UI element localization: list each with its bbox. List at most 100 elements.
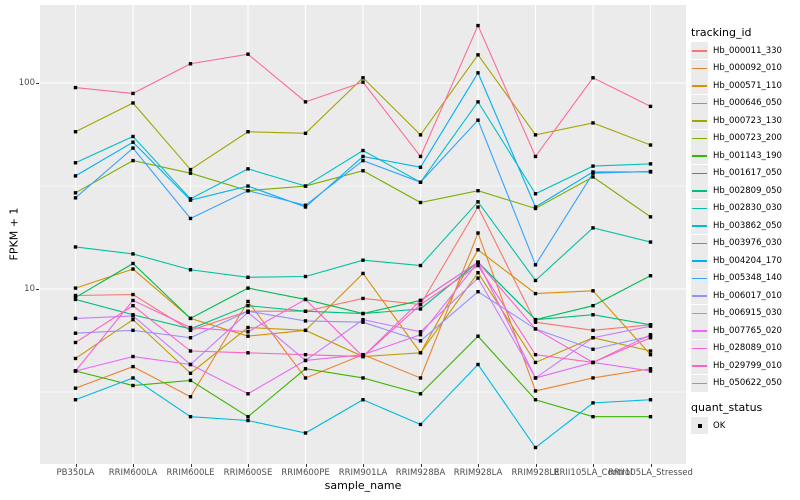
data-point-marker [476,290,480,294]
x-tick-label: PB350LA [56,468,95,478]
legend-item-Hb_001143_190: Hb_001143_190 [691,147,799,165]
data-point-marker [533,389,538,393]
legend-item-label: Hb_000646_050 [713,98,782,109]
data-point-marker [648,324,653,328]
data-point-marker [418,154,423,159]
legend-item-label: Hb_006915_030 [713,308,782,319]
x-tick-label: RRIM600PE [281,468,330,478]
legend-item-label: Hb_000723_130 [713,115,782,126]
data-point-marker [361,76,365,80]
data-point-marker [73,293,78,298]
y-tick-label: 100 [18,78,35,88]
legend-item-Hb_050622_050: Hb_050622_050 [691,374,799,393]
data-point-marker [131,252,135,256]
data-point-marker [533,445,538,450]
data-point-marker [361,376,365,380]
legend-line-icon [692,312,707,314]
x-tick-label: RRIM600LA [108,468,158,478]
data-point-marker [131,354,135,359]
data-point-marker [533,398,538,402]
x-tick-mark [363,464,364,467]
data-point-marker [476,71,480,75]
data-point-marker [303,367,308,371]
data-point-marker [188,216,193,221]
data-point-marker [73,398,78,402]
data-point-marker [246,184,250,188]
legend-item-Hb_003976_030: Hb_003976_030 [691,234,799,253]
legend-items-tracking-id: Hb_000011_330 Hb_000092_010 Hb_000571_110 H… [691,42,799,392]
data-point-marker [361,154,365,159]
legend-item-label: Hb_003976_030 [713,238,782,249]
data-point-marker [188,198,193,202]
x-tick-label: RRIM600SE [223,468,273,478]
data-point-marker [418,333,423,337]
legend-title-tracking-id: tracking_id [691,26,752,39]
data-point-marker [591,360,595,365]
data-point-marker [476,334,480,338]
data-point-marker [73,286,78,290]
legend-item-Hb_000723_130: Hb_000723_130 [691,112,799,130]
data-point-marker [648,274,653,278]
data-point-marker [361,271,365,276]
data-point-marker [418,307,423,311]
legend-item-label: Hb_005348_140 [713,273,782,284]
data-point-marker [188,395,193,399]
data-point-marker [303,309,308,313]
data-point-marker [418,302,423,307]
legend-key-swatch [691,339,708,357]
legend-line-icon [692,120,707,122]
data-point-marker [131,158,135,163]
data-point-marker [418,392,423,396]
data-point-marker [131,317,135,322]
data-point-marker [246,330,250,334]
data-point-marker [591,121,595,125]
data-point-marker [303,184,308,188]
data-point-marker [131,383,135,388]
data-point-marker [246,189,250,193]
data-point-marker [648,104,653,109]
data-point-marker [246,325,250,330]
legend-line-icon [692,347,707,349]
data-point-marker [591,226,595,230]
data-point-marker [73,297,78,302]
data-point-marker [303,319,308,323]
legend-item-label: Hb_002809_050 [713,185,782,196]
data-point-marker [246,334,250,338]
plot-canvas [40,5,686,464]
x-tick-label: RRIM928LA [453,468,503,478]
data-point-marker [188,268,193,272]
data-point-marker [131,303,135,308]
data-point-marker [361,354,365,359]
data-point-marker [418,376,423,380]
legend-key-swatch [691,234,708,252]
legend-key-swatch [691,304,708,322]
legend-item-label: Hb_028089_010 [713,343,782,354]
data-point-marker [246,414,250,419]
legend-item-Hb_006915_030: Hb_006915_030 [691,304,799,323]
legend-key-swatch [691,374,708,392]
data-point-marker [246,351,250,355]
legend-line-icon [692,172,707,174]
legend-line-icon [692,85,707,87]
data-point-marker [533,154,538,159]
x-tick-label: RRIM928LE [511,468,560,478]
data-point-marker [303,352,308,357]
data-point-marker [591,414,595,419]
data-point-marker [188,371,193,375]
data-point-marker [73,85,78,90]
x-tick-label: RRIM600LE [166,468,215,478]
data-point-marker [188,362,193,367]
data-point-marker [476,248,480,252]
data-point-marker [648,352,653,357]
data-point-marker [533,360,538,365]
data-point-marker [361,80,365,84]
plot-panel [40,5,686,464]
x-tick-mark [75,464,77,467]
y-tick-mark [36,83,39,84]
data-point-marker [303,297,308,302]
data-point-marker [361,352,365,357]
data-point-marker [591,401,595,405]
legend-key-swatch [691,77,708,95]
data-point-marker [418,200,423,205]
data-point-marker [533,263,538,267]
